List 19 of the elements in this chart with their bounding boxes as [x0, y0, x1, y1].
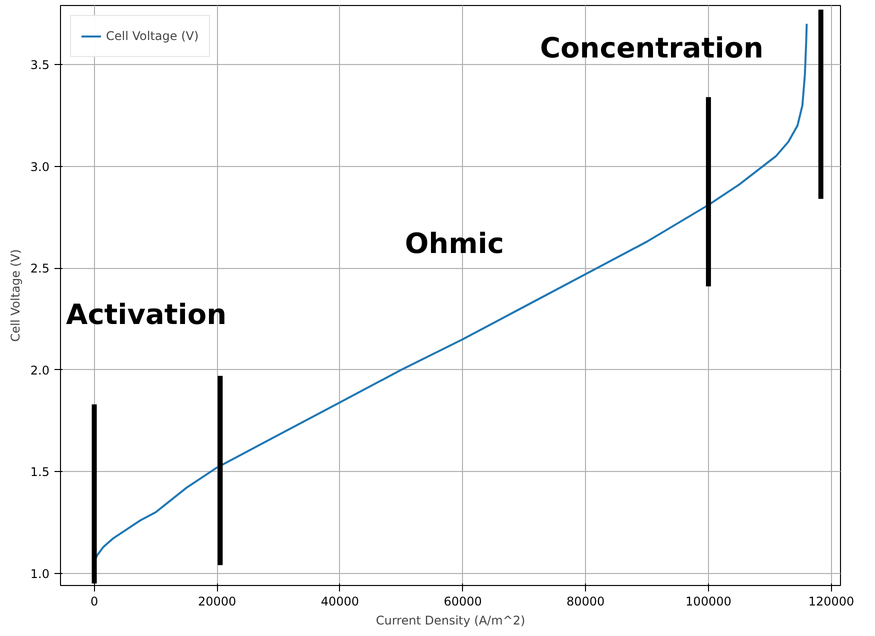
x-tick-label: 120000	[808, 594, 854, 608]
x-tick-label: 20000	[198, 594, 236, 608]
x-tick-label: 0	[90, 594, 98, 608]
y-tick-label: 3.5	[30, 58, 50, 72]
x-tick-label: 100000	[686, 594, 732, 608]
annotation: Concentration	[540, 31, 764, 64]
annotation: Ohmic	[404, 226, 504, 260]
x-tick-label: 80000	[566, 594, 605, 608]
x-axis-title: Current Density (A/m^2)	[376, 614, 526, 628]
y-tick-label: 1.0	[30, 566, 50, 581]
x-tick-label: 60000	[444, 594, 482, 608]
y-tick-label: 2.5	[30, 262, 50, 276]
y-tick-label: 2.0	[30, 363, 50, 378]
annotation: Activation	[66, 298, 227, 332]
y-tick-label: 3.0	[30, 160, 50, 174]
y-axis-title: Cell Voltage (V)	[8, 249, 22, 342]
x-tick-label: 40000	[320, 594, 360, 608]
y-tick-label: 1.5	[30, 465, 50, 480]
legend-label: Cell Voltage (V)	[106, 29, 199, 43]
